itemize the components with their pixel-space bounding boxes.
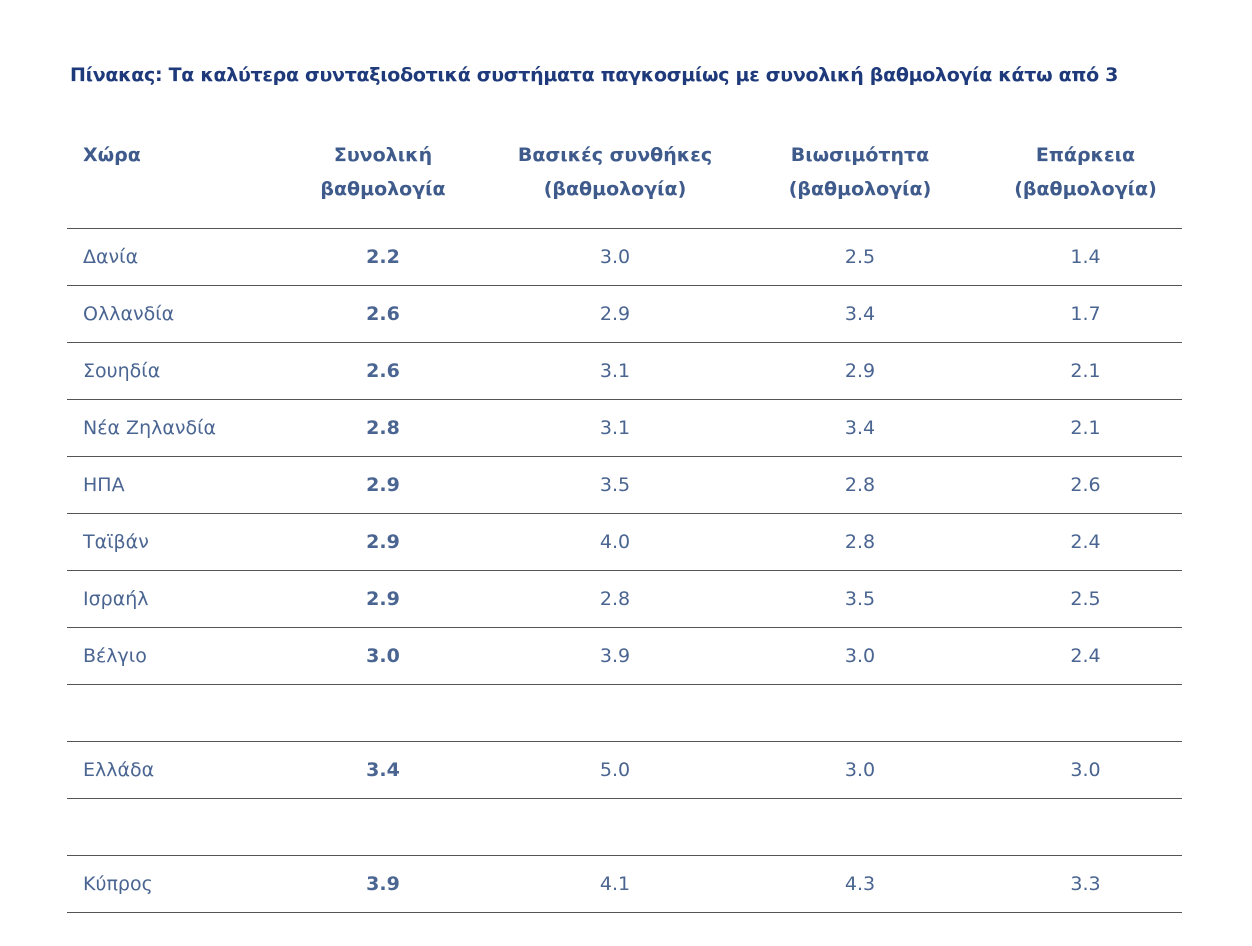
- score-cell: 4.1: [499, 855, 731, 913]
- spacer-row: [67, 684, 1182, 742]
- score-cell: 2.1: [989, 399, 1182, 457]
- column-header-line: Χώρα: [83, 144, 141, 166]
- table-row: Ελλάδα 3.4 5.0 3.0 3.0: [67, 741, 1182, 799]
- score-cell: 3.5: [499, 456, 731, 514]
- score-cell: 2.4: [989, 513, 1182, 571]
- country-cell: Βέλγιο: [67, 627, 267, 685]
- score-cell: 2.9: [267, 570, 499, 628]
- score-cell: 3.1: [499, 399, 731, 457]
- score-cell: [267, 684, 499, 742]
- table-row: Νέα Ζηλανδία 2.8 3.1 3.4 2.1: [67, 399, 1182, 457]
- column-header-line: Συνολική: [333, 144, 433, 166]
- country-cell: Ταϊβάν: [67, 513, 267, 571]
- score-cell: 2.6: [267, 342, 499, 400]
- score-cell: 5.0: [499, 741, 731, 799]
- column-header-line: βαθμολογία: [320, 178, 446, 200]
- score-cell: 2.8: [499, 570, 731, 628]
- country-cell: Νέα Ζηλανδία: [67, 399, 267, 457]
- score-cell: [731, 798, 989, 856]
- score-cell: 2.5: [731, 228, 989, 286]
- score-cell: 2.8: [731, 456, 989, 514]
- score-cell: 3.0: [731, 627, 989, 685]
- score-cell: 3.0: [989, 741, 1182, 799]
- score-cell: 2.2: [267, 228, 499, 286]
- score-cell: [267, 798, 499, 856]
- header-row: Χώρα Συνολική βαθμολογία Βασικές συνθήκες (β…: [67, 138, 1182, 229]
- score-cell: 2.9: [267, 456, 499, 514]
- score-cell: 2.9: [499, 285, 731, 343]
- column-header-line: (βαθμολογία): [1014, 178, 1157, 200]
- score-cell: 3.0: [731, 741, 989, 799]
- score-cell: 3.0: [499, 228, 731, 286]
- table-row: ΗΠΑ 2.9 3.5 2.8 2.6: [67, 456, 1182, 514]
- table-title: Πίνακας: Τα καλύτερα συνταξιοδοτικά συστ…: [70, 64, 1119, 86]
- table-row: Ισραήλ 2.9 2.8 3.5 2.5: [67, 570, 1182, 628]
- column-header-line: Βιωσιμότητα: [790, 144, 930, 166]
- score-cell: 3.4: [731, 399, 989, 457]
- column-header: Βιωσιμότητα (βαθμολογία): [731, 138, 989, 229]
- column-header: Βασικές συνθήκες (βαθμολογία): [499, 138, 731, 229]
- score-cell: 3.5: [731, 570, 989, 628]
- column-header: Χώρα: [67, 138, 267, 229]
- score-cell: 2.8: [731, 513, 989, 571]
- table-row: Ολλανδία 2.6 2.9 3.4 1.7: [67, 285, 1182, 343]
- column-header-line: (βαθμολογία): [543, 178, 687, 200]
- score-cell: 3.4: [731, 285, 989, 343]
- score-cell: 3.3: [989, 855, 1182, 913]
- country-cell: Σουηδία: [67, 342, 267, 400]
- score-cell: [731, 684, 989, 742]
- country-cell: ΗΠΑ: [67, 456, 267, 514]
- column-header-line: (βαθμολογία): [788, 178, 932, 200]
- table-row: Σουηδία 2.6 3.1 2.9 2.1: [67, 342, 1182, 400]
- score-cell: [989, 798, 1182, 856]
- table-row: Ταϊβάν 2.9 4.0 2.8 2.4: [67, 513, 1182, 571]
- score-cell: 3.9: [267, 855, 499, 913]
- country-cell: [67, 684, 267, 742]
- pension-ranking-table: Χώρα Συνολική βαθμολογία Βασικές συνθήκες (β…: [67, 138, 1182, 913]
- column-header: Επάρκεια (βαθμολογία): [989, 138, 1182, 229]
- score-cell: 1.4: [989, 228, 1182, 286]
- spacer-row: [67, 798, 1182, 856]
- score-cell: 2.6: [989, 456, 1182, 514]
- score-cell: 2.4: [989, 627, 1182, 685]
- table-row: Κύπρος 3.9 4.1 4.3 3.3: [67, 855, 1182, 913]
- column-header: Συνολική βαθμολογία: [267, 138, 499, 229]
- country-cell: Δανία: [67, 228, 267, 286]
- country-cell: Ολλανδία: [67, 285, 267, 343]
- score-cell: [989, 684, 1182, 742]
- table-row: Δανία 2.2 3.0 2.5 1.4: [67, 228, 1182, 286]
- score-cell: 4.0: [499, 513, 731, 571]
- table-row: Βέλγιο 3.0 3.9 3.0 2.4: [67, 627, 1182, 685]
- score-cell: 2.1: [989, 342, 1182, 400]
- country-cell: [67, 798, 267, 856]
- score-cell: 2.9: [731, 342, 989, 400]
- score-cell: [499, 684, 731, 742]
- column-header-line: Επάρκεια: [1035, 144, 1136, 166]
- score-cell: [499, 798, 731, 856]
- score-cell: 3.0: [267, 627, 499, 685]
- country-cell: Ισραήλ: [67, 570, 267, 628]
- score-cell: 2.5: [989, 570, 1182, 628]
- score-cell: 2.6: [267, 285, 499, 343]
- score-cell: 2.8: [267, 399, 499, 457]
- score-cell: 3.4: [267, 741, 499, 799]
- country-cell: Κύπρος: [67, 855, 267, 913]
- score-cell: 2.9: [267, 513, 499, 571]
- country-cell: Ελλάδα: [67, 741, 267, 799]
- score-cell: 3.9: [499, 627, 731, 685]
- score-cell: 3.1: [499, 342, 731, 400]
- score-cell: 1.7: [989, 285, 1182, 343]
- score-cell: 4.3: [731, 855, 989, 913]
- column-header-line: Βασικές συνθήκες: [517, 144, 713, 166]
